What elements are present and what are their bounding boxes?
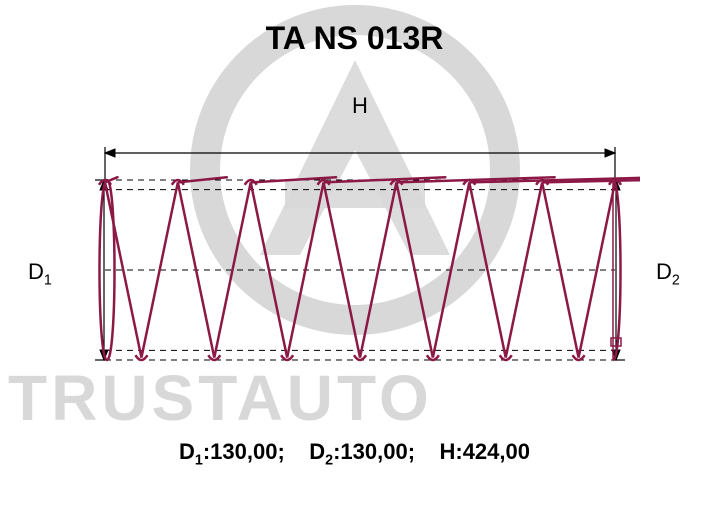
label-h: H: [80, 93, 640, 119]
spring-diagram: [80, 135, 640, 380]
dimensions-text: D1:130,00; D2:130,00; H:424,00: [0, 439, 709, 468]
label-d2: D2: [656, 259, 680, 288]
stage: TRUSTAUTO TA NS 013R H D1 D2 D1:130,00; …: [0, 0, 709, 506]
label-d1: D1: [28, 259, 52, 288]
product-title: TA NS 013R: [0, 20, 709, 57]
